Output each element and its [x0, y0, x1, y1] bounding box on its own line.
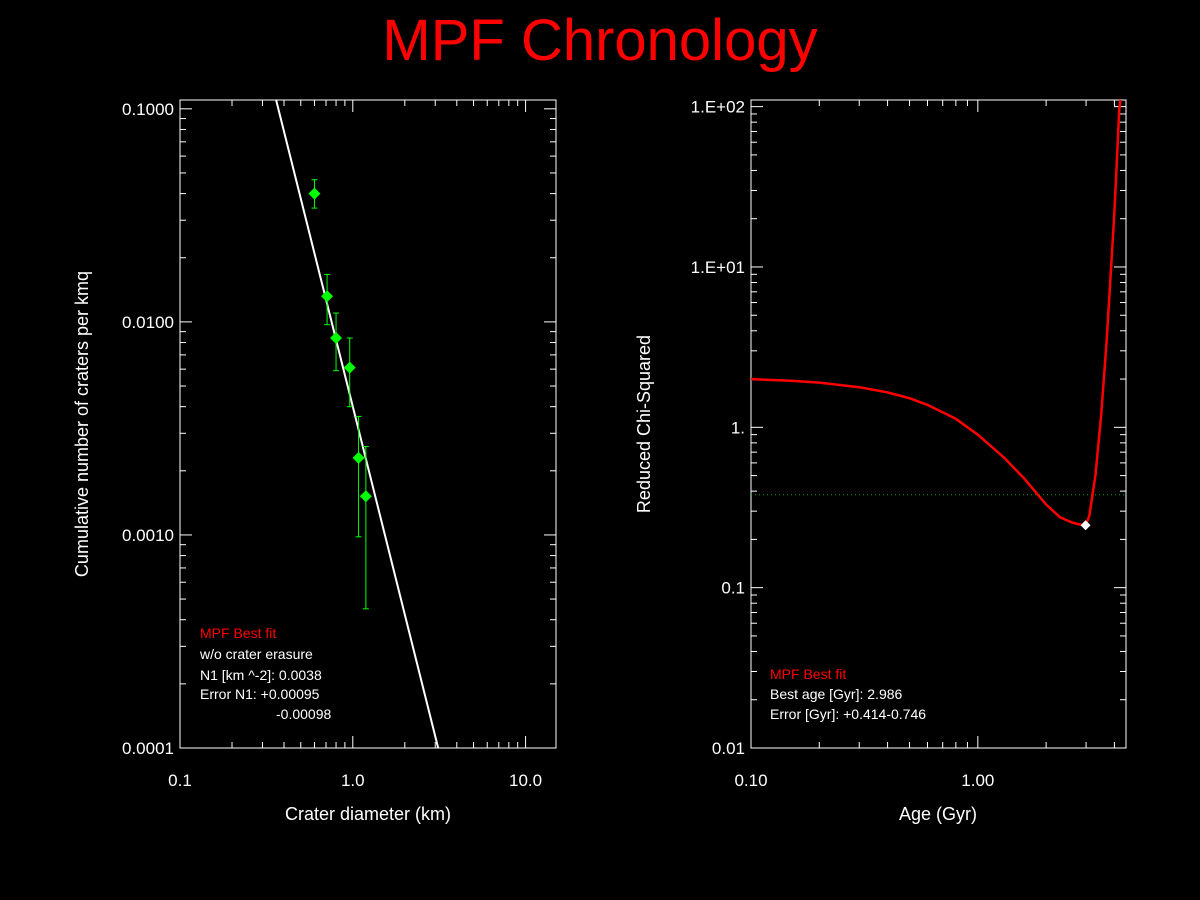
right-plot-tick-labels: 0.10 1.00 0.01 0.1 1. 1.E+01 1.E+02 — [691, 98, 995, 790]
left-ytick-label: 0.0010 — [122, 526, 174, 545]
left-plot-frame — [179, 99, 557, 749]
data-point — [359, 490, 372, 503]
left-plot-ticks — [179, 100, 556, 749]
left-annot-line-4: -0.00098 — [276, 706, 331, 722]
left-xtick-label: 1.0 — [341, 771, 365, 790]
data-point — [330, 332, 343, 345]
data-points-layer — [308, 179, 372, 610]
chi-squared-plot: 0.10 1.000.010.11.1.E+011.E+02 Age (Gyr) … — [634, 98, 1127, 824]
data-point — [352, 451, 365, 464]
right-annot-line-2: Error [Gyr]: +0.414-0.746 — [770, 706, 926, 722]
left-annot-heading: MPF Best fit — [200, 625, 276, 641]
right-xtick-label: 1.00 — [961, 771, 994, 790]
right-plot-ticks — [750, 100, 1126, 749]
fit-line-layer — [275, 99, 440, 749]
right-ytick-label: 0.01 — [712, 739, 745, 758]
right-xtick-label: 0.10 — [734, 771, 767, 790]
best-point-layer — [1080, 520, 1091, 531]
left-ytick-label: 0.0100 — [122, 313, 174, 332]
left-xtick-label: 10.0 — [509, 771, 542, 790]
left-ytick-label: 0.1000 — [122, 100, 174, 119]
right-ytick-label: 1.E+02 — [691, 98, 745, 117]
left-plot-tick-labels: 0.1 1.0 10.0 0.0001 0.0010 0.0100 0.1000 — [122, 100, 542, 790]
chi-squared-curve — [750, 99, 1122, 527]
data-point — [321, 290, 334, 303]
page-title: MPF Chronology — [382, 8, 818, 73]
data-point — [343, 361, 356, 374]
left-ylabel: Cumulative number of craters per kmq — [72, 271, 92, 577]
left-annot-line-2: N1 [km ^-2]: 0.0038 — [200, 667, 322, 683]
data-point — [308, 187, 321, 200]
fit-line — [275, 99, 440, 749]
right-annot-line-1: Best age [Gyr]: 2.986 — [770, 686, 903, 702]
right-ytick-label: 0.1 — [721, 579, 745, 598]
best-age-marker — [1080, 520, 1091, 531]
chi-curve-layer — [750, 99, 1122, 527]
right-ytick-label: 1.E+01 — [691, 258, 745, 277]
left-xlabel: Crater diameter (km) — [285, 804, 451, 824]
crater-size-frequency-plot: 0.1 1.0 10.0 0.0001 0.0010 0.0100 0.1000 Crate… — [72, 99, 557, 824]
left-xtick-label: 0.1 — [168, 771, 192, 790]
right-xlabel: Age (Gyr) — [899, 804, 977, 824]
right-plot-frame — [750, 99, 1127, 749]
right-ylabel: Reduced Chi-Squared — [634, 335, 654, 513]
left-ytick-label: 0.0001 — [122, 739, 174, 758]
right-annot-heading: MPF Best fit — [770, 666, 846, 682]
right-ytick-label: 1. — [731, 418, 745, 437]
left-annot-line-3: Error N1: +0.00095 — [200, 686, 320, 702]
left-annot-line-1: w/o crater erasure — [199, 646, 313, 662]
